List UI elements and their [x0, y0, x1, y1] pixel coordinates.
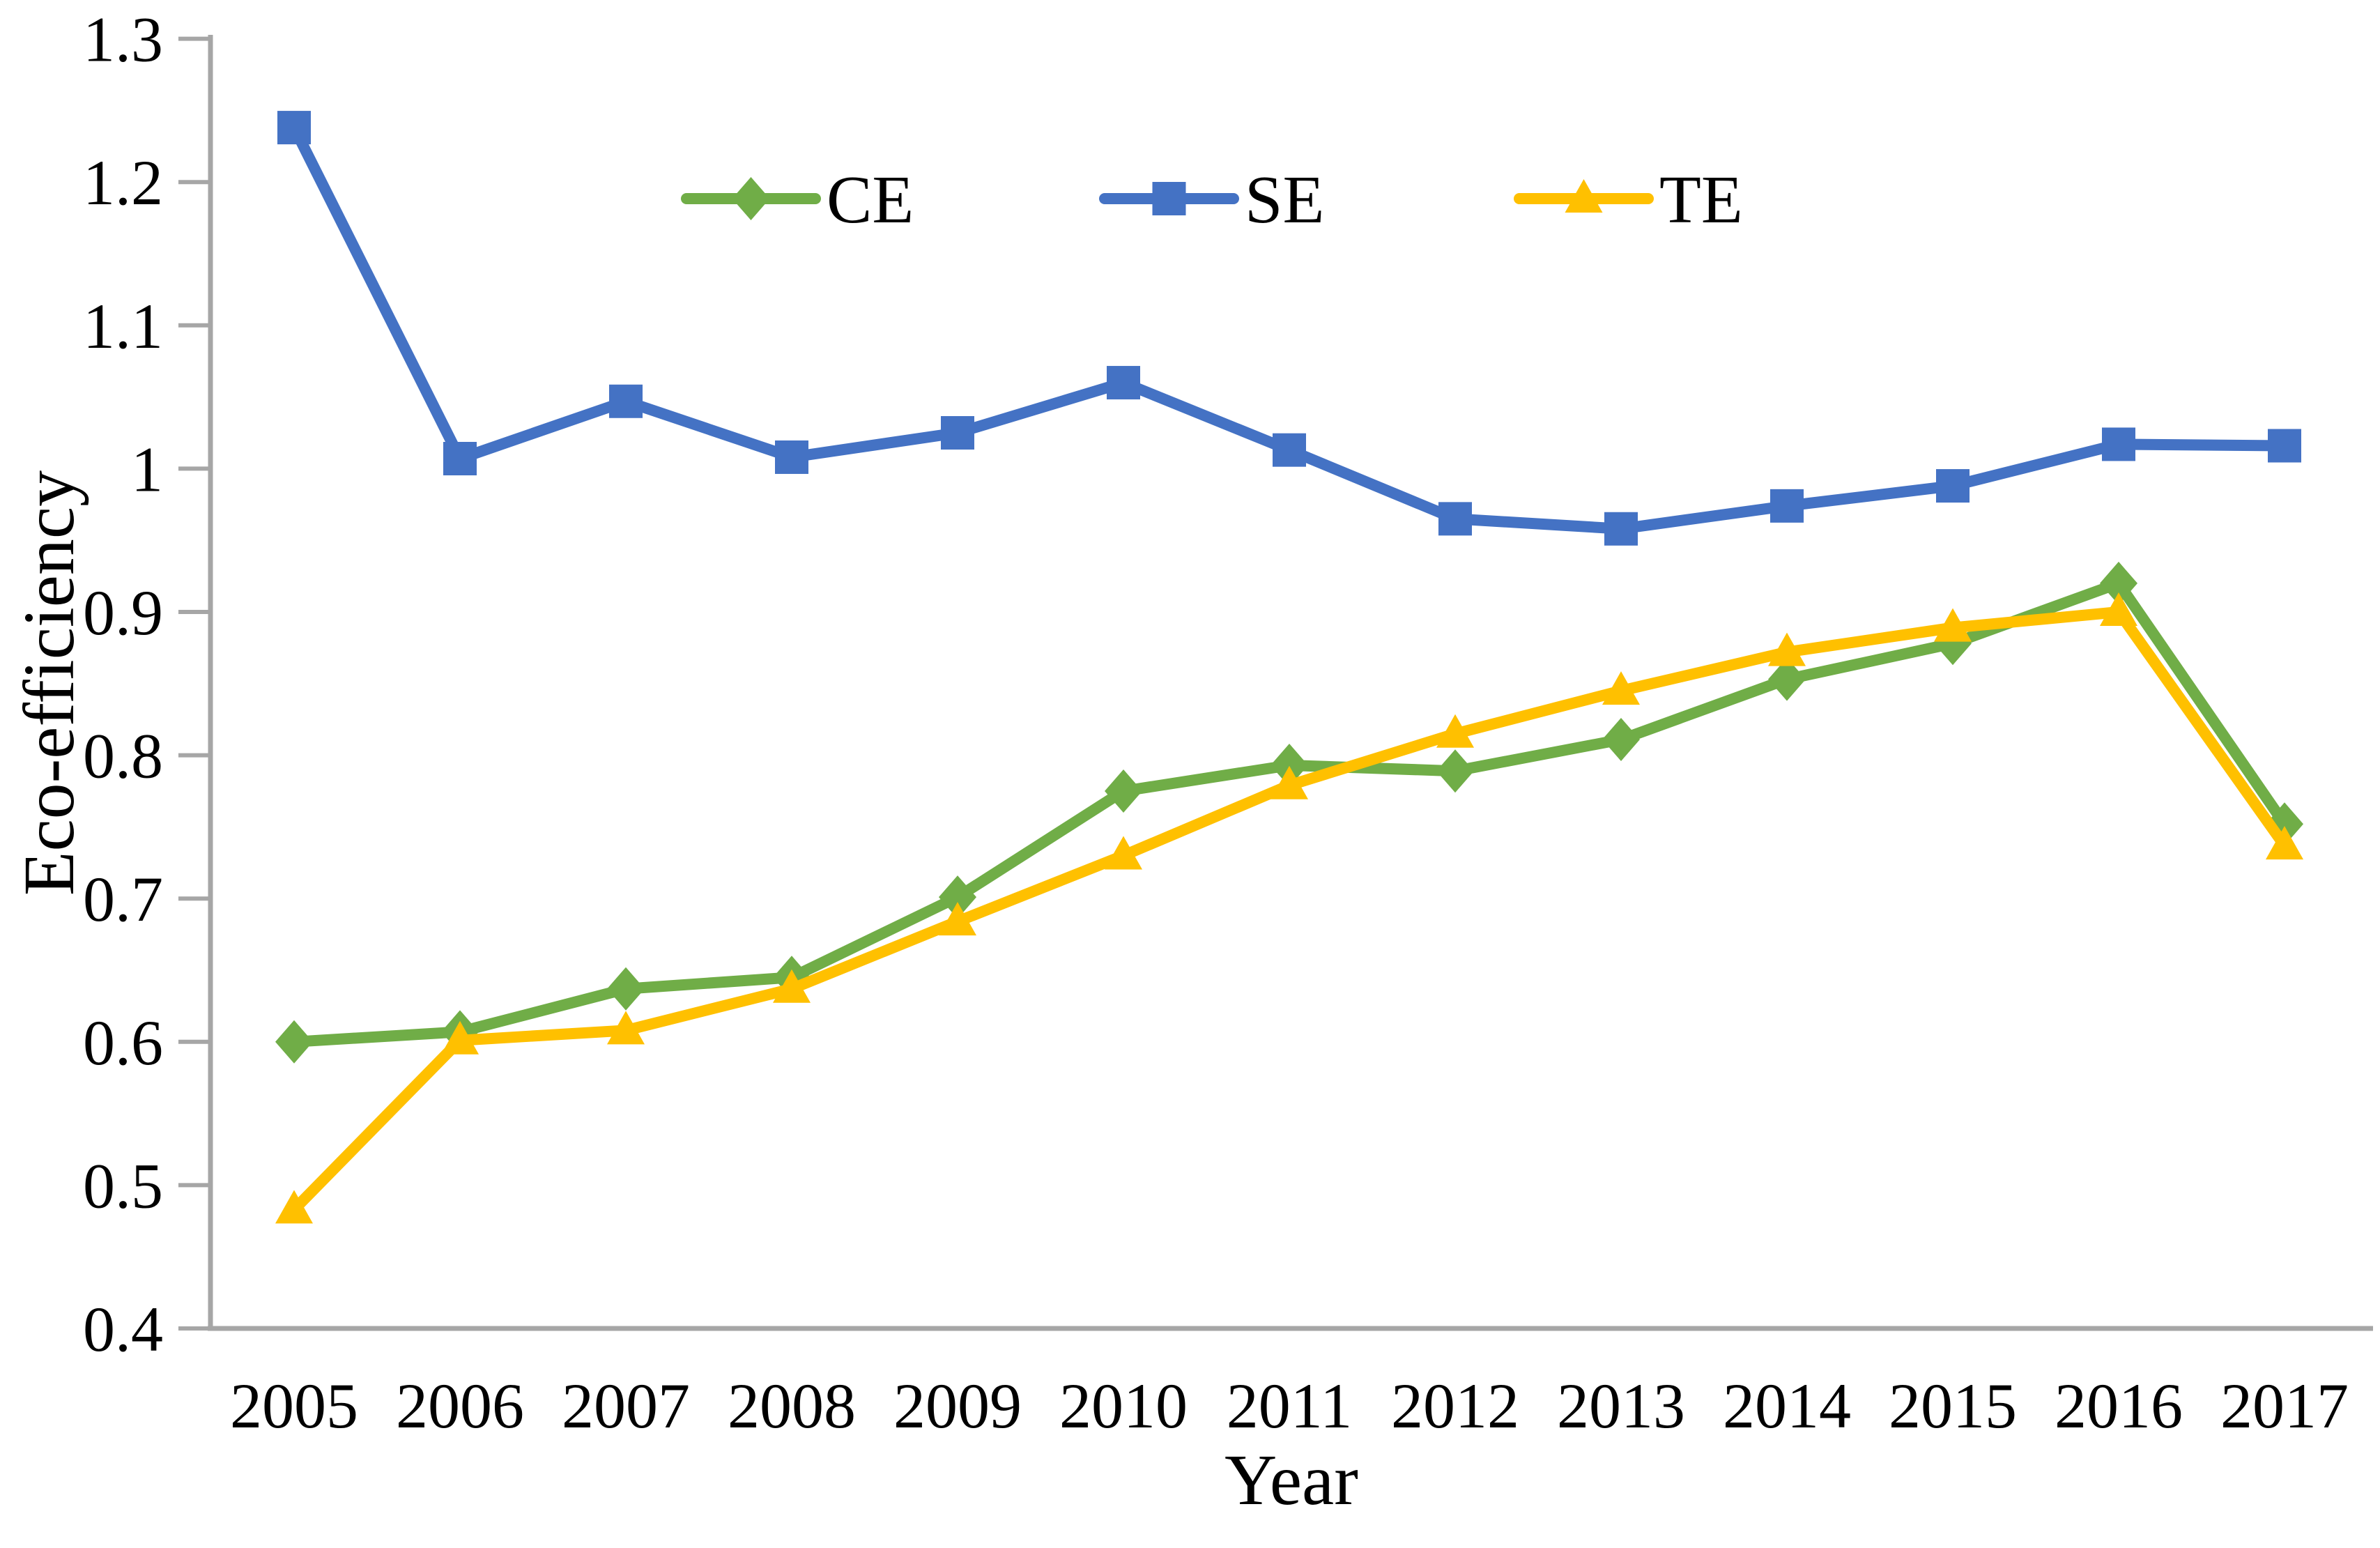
legend-item-ce: CE [681, 162, 914, 238]
legend-marker-triangle-icon [1565, 179, 1603, 213]
legend-label: TE [1659, 162, 1743, 238]
data-point-marker-ce [1602, 717, 1640, 761]
y-axis-title: Eco-efficiency [9, 470, 89, 896]
x-axis-title: Year [1224, 1440, 1358, 1520]
y-tick-label: 1.2 [83, 147, 163, 218]
data-point-marker-se [2102, 427, 2135, 461]
data-point-marker-se [1438, 502, 1472, 536]
x-tick-label: 2007 [562, 1370, 690, 1441]
y-tick-label: 0.4 [83, 1294, 163, 1365]
data-point-marker-te [607, 1011, 645, 1045]
series-te [275, 592, 2303, 1224]
data-point-marker-te [1105, 836, 1142, 870]
x-tick-label: 2012 [1391, 1370, 1519, 1441]
y-tick-label: 0.7 [83, 864, 163, 935]
x-tick-label: 2011 [1227, 1370, 1353, 1441]
data-point-marker-ce [2100, 561, 2137, 605]
y-tick-label: 0.9 [83, 577, 163, 648]
series-ce [275, 561, 2303, 1064]
data-point-marker-te [939, 902, 976, 936]
data-point-marker-te [2266, 826, 2303, 860]
data-point-marker-se [609, 384, 643, 418]
data-point-marker-te [441, 1020, 479, 1055]
x-tick-label: 2008 [728, 1370, 856, 1441]
x-tick-label: 2009 [893, 1370, 1022, 1441]
legend-item-te: TE [1514, 162, 1743, 238]
data-point-marker-ce [1270, 743, 1308, 787]
x-tick-label: 2015 [1889, 1370, 2017, 1441]
data-point-marker-te [1934, 608, 1972, 642]
legend-marker-diamond-icon [732, 177, 770, 220]
data-point-marker-ce [1768, 657, 1806, 701]
chart-legend: CE SE TE [681, 162, 1743, 238]
data-point-marker-se [1770, 489, 1804, 523]
x-tick-label: 2014 [1723, 1370, 1851, 1441]
series-se [277, 111, 2301, 546]
y-tick-label: 1.3 [83, 4, 163, 75]
data-point-marker-ce [939, 875, 976, 919]
series-line-ce [289, 577, 2290, 1048]
axes: 0.4 0.5 0.6 0.7 0.8 0.9 1 1.1 1.2 1.3 2005 2006 2007… [83, 4, 2373, 1441]
x-tick-label: 2016 [2055, 1370, 2183, 1441]
y-tick-label: 0.5 [83, 1150, 163, 1221]
data-point-marker-te [1270, 765, 1308, 799]
data-point-marker-ce [1105, 769, 1142, 813]
data-point-marker-ce [275, 1020, 313, 1064]
x-tick-label: 2013 [1557, 1370, 1685, 1441]
x-tick-label: 2010 [1059, 1370, 1188, 1441]
x-tick-label: 2006 [396, 1370, 524, 1441]
data-point-marker-se [1107, 366, 1140, 400]
data-point-marker-ce [607, 967, 645, 1011]
y-tick-label: 0.8 [83, 721, 163, 792]
legend-item-se: SE [1099, 162, 1324, 238]
data-point-marker-se [2268, 429, 2301, 463]
data-point-marker-se [1936, 469, 1970, 503]
data-point-marker-se [277, 111, 311, 145]
data-point-marker-te [1436, 714, 1474, 748]
data-series [275, 111, 2303, 1224]
data-point-marker-se [443, 442, 477, 476]
y-tick-label: 0.6 [83, 1007, 163, 1078]
data-point-marker-se [1273, 433, 1306, 467]
data-point-marker-ce [1436, 749, 1474, 793]
legend-label: CE [827, 162, 914, 238]
legend-marker-square-icon [1152, 182, 1186, 215]
data-point-marker-se [941, 416, 974, 450]
series-line-te [289, 606, 2290, 1216]
x-tick-label: 2017 [2220, 1370, 2349, 1441]
data-point-marker-te [275, 1190, 313, 1224]
data-point-marker-te [1768, 632, 1806, 666]
y-tick-label: 1 [131, 434, 163, 505]
data-point-marker-te [1602, 671, 1640, 705]
x-tick-label: 2005 [230, 1370, 358, 1441]
data-point-marker-se [775, 440, 808, 474]
data-point-marker-te [773, 969, 811, 1003]
legend-label: SE [1245, 162, 1324, 238]
data-point-marker-te [2100, 592, 2137, 626]
y-tick-label: 1.1 [83, 291, 163, 362]
data-point-marker-se [1604, 512, 1638, 546]
